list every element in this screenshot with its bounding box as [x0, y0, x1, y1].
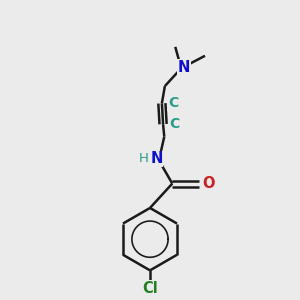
- Text: C: C: [169, 117, 179, 131]
- Text: N: N: [178, 60, 190, 75]
- Text: O: O: [202, 176, 215, 191]
- Text: H: H: [139, 152, 148, 165]
- Text: Cl: Cl: [142, 281, 158, 296]
- Text: C: C: [168, 96, 178, 110]
- Text: N: N: [150, 152, 163, 166]
